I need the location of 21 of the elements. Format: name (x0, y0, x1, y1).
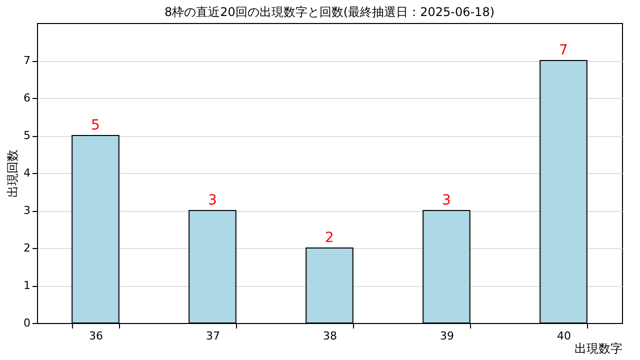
x-tick-label: 36 (89, 330, 103, 342)
x-tick-label: 38 (323, 330, 337, 342)
y-tick-label: 0 (24, 316, 30, 330)
data-label: 5 (91, 118, 100, 134)
y-axis-title: 出現回数 (6, 150, 20, 198)
y-tick-label: 7 (24, 54, 30, 67)
x-tick-label: 40 (557, 330, 571, 342)
data-label: 3 (442, 192, 451, 208)
x-tick-label: 37 (206, 330, 220, 342)
data-label: 7 (559, 42, 568, 58)
x-tick-label: 39 (440, 330, 454, 342)
y-tick-label: 6 (24, 92, 30, 104)
y-tick-label: 1 (24, 279, 30, 292)
y-tick-label: 5 (24, 129, 30, 142)
x-axis-title: 出現数字 (574, 342, 622, 356)
data-label: 2 (325, 230, 334, 246)
y-tick-label: 3 (24, 204, 30, 217)
data-label: 3 (208, 192, 217, 208)
y-tick-label: 2 (24, 242, 30, 254)
y-tick-label: 4 (24, 166, 30, 180)
chart-title: 8枠の直近20回の出現数字と回数(最終抽選日：2025-06-18) (164, 5, 495, 19)
